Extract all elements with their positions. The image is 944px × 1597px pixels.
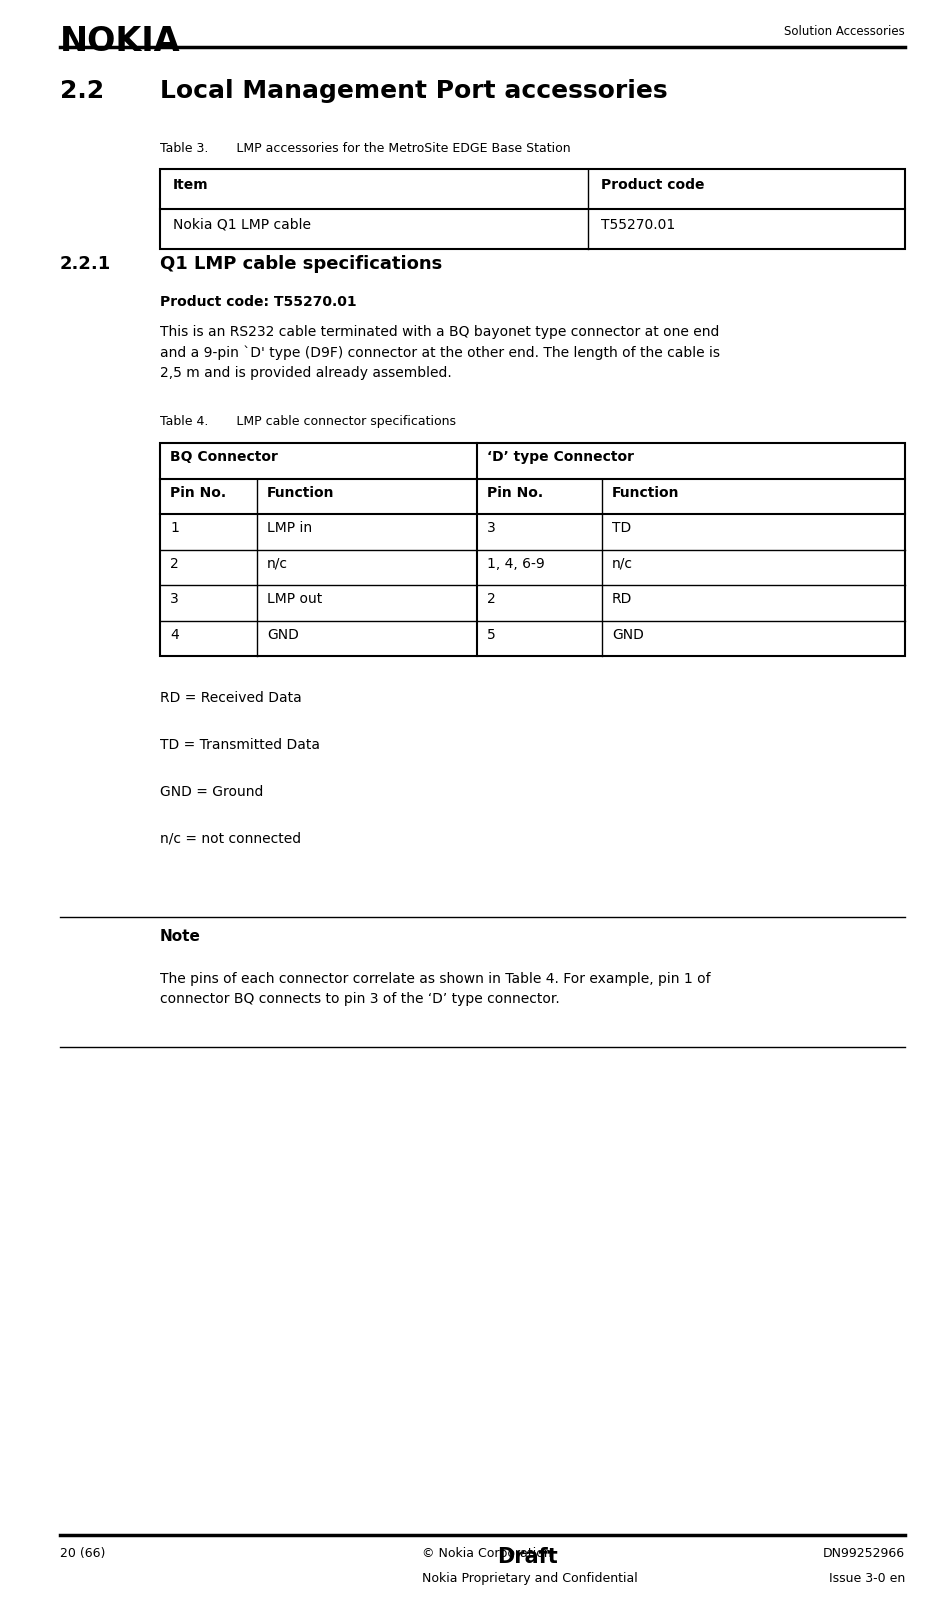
Text: 5: 5 [486, 628, 495, 642]
Text: 3: 3 [486, 521, 495, 535]
Text: Nokia Q1 LMP cable: Nokia Q1 LMP cable [173, 219, 311, 232]
Text: 3: 3 [170, 592, 178, 605]
Text: T55270.01: T55270.01 [600, 219, 675, 232]
Text: Solution Accessories: Solution Accessories [784, 26, 904, 38]
Text: 2.2.1: 2.2.1 [59, 256, 111, 273]
Text: Table 4.       LMP cable connector specifications: Table 4. LMP cable connector specificati… [160, 415, 456, 428]
Text: 1, 4, 6-9: 1, 4, 6-9 [486, 556, 544, 570]
Text: LMP out: LMP out [266, 592, 322, 605]
Text: RD = Received Data: RD = Received Data [160, 692, 301, 704]
Text: GND: GND [266, 628, 298, 642]
Text: Draft: Draft [497, 1547, 557, 1567]
Text: 2.2: 2.2 [59, 78, 104, 102]
Bar [160, 169, 904, 249]
Text: 2: 2 [486, 592, 495, 605]
Text: Issue 3-0 en: Issue 3-0 en [828, 1571, 904, 1584]
Text: NOKIA: NOKIA [59, 26, 180, 57]
Text: The pins of each connector correlate as shown in Table 4. For example, pin 1 of
: The pins of each connector correlate as … [160, 973, 710, 1006]
Text: 2: 2 [170, 556, 178, 570]
Text: 20 (66): 20 (66) [59, 1547, 106, 1560]
Text: n/c: n/c [611, 556, 632, 570]
Text: GND = Ground: GND = Ground [160, 786, 263, 798]
Text: GND: GND [611, 628, 643, 642]
Text: TD = Transmitted Data: TD = Transmitted Data [160, 738, 320, 752]
Text: ‘D’ type Connector: ‘D’ type Connector [486, 450, 633, 465]
Text: Product code: Product code [600, 177, 704, 192]
Text: Pin No.: Pin No. [170, 485, 226, 500]
Text: Nokia Proprietary and Confidential: Nokia Proprietary and Confidential [422, 1571, 637, 1584]
Text: TD: TD [611, 521, 631, 535]
Text: 4: 4 [170, 628, 178, 642]
Text: Note: Note [160, 929, 201, 944]
Text: Function: Function [611, 485, 679, 500]
Text: DN99252966: DN99252966 [822, 1547, 904, 1560]
Text: BQ Connector: BQ Connector [170, 450, 278, 465]
Text: Local Management Port accessories: Local Management Port accessories [160, 78, 666, 102]
Text: n/c = not connected: n/c = not connected [160, 832, 301, 846]
Text: 1: 1 [170, 521, 178, 535]
Text: Item: Item [173, 177, 209, 192]
Bar [160, 442, 904, 656]
Text: © Nokia Corporation: © Nokia Corporation [422, 1547, 551, 1560]
Text: LMP in: LMP in [266, 521, 312, 535]
Text: This is an RS232 cable terminated with a BQ bayonet type connector at one end
an: This is an RS232 cable terminated with a… [160, 326, 719, 380]
Text: Table 3.       LMP accessories for the MetroSite EDGE Base Station: Table 3. LMP accessories for the MetroSi… [160, 142, 570, 155]
Text: Q1 LMP cable specifications: Q1 LMP cable specifications [160, 256, 442, 273]
Text: Function: Function [266, 485, 334, 500]
Text: Product code: T55270.01: Product code: T55270.01 [160, 295, 356, 308]
Text: n/c: n/c [266, 556, 288, 570]
Text: Pin No.: Pin No. [486, 485, 542, 500]
Text: RD: RD [611, 592, 632, 605]
